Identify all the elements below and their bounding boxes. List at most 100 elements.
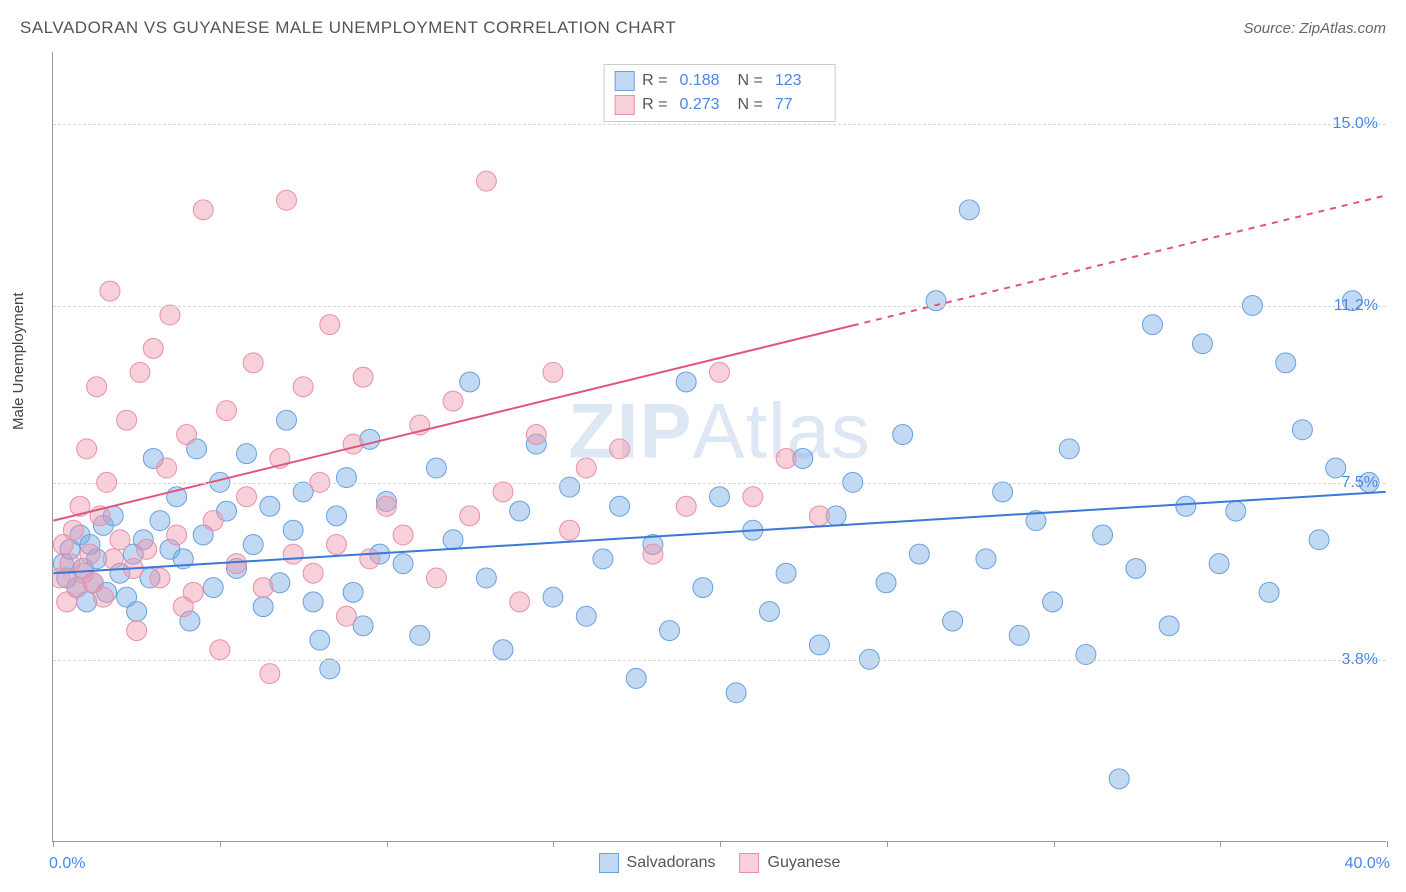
scatter-point bbox=[210, 640, 230, 660]
scatter-point bbox=[759, 601, 779, 621]
scatter-point bbox=[150, 568, 170, 588]
scatter-point bbox=[460, 506, 480, 526]
scatter-point bbox=[443, 530, 463, 550]
scatter-point bbox=[510, 501, 530, 521]
scatter-point bbox=[543, 587, 563, 607]
scatter-point bbox=[926, 291, 946, 311]
x-axis-max-label: 40.0% bbox=[1345, 855, 1390, 873]
scatter-point bbox=[1093, 525, 1113, 545]
scatter-point bbox=[560, 520, 580, 540]
scatter-point bbox=[167, 525, 187, 545]
scatter-point bbox=[1076, 645, 1096, 665]
plot-area: ZIPAtlas R = 0.188 N = 123 R = 0.273 N =… bbox=[52, 52, 1386, 842]
x-axis-min-label: 0.0% bbox=[49, 855, 85, 873]
scatter-point bbox=[376, 496, 396, 516]
scatter-point bbox=[959, 200, 979, 220]
chart-title: SALVADORAN VS GUYANESE MALE UNEMPLOYMENT… bbox=[20, 18, 676, 38]
scatter-point bbox=[336, 606, 356, 626]
scatter-point bbox=[1109, 769, 1129, 789]
n-value-1: 123 bbox=[775, 72, 825, 90]
scatter-point bbox=[326, 506, 346, 526]
scatter-point bbox=[809, 506, 829, 526]
gridline bbox=[53, 124, 1386, 125]
scatter-point bbox=[283, 544, 303, 564]
scatter-point bbox=[660, 621, 680, 641]
scatter-point bbox=[676, 496, 696, 516]
scatter-point bbox=[326, 535, 346, 555]
legend-bottom-swatch-salvadorans bbox=[599, 853, 619, 873]
scatter-point bbox=[1276, 353, 1296, 373]
gridline bbox=[53, 660, 1386, 661]
scatter-point bbox=[127, 621, 147, 641]
scatter-point bbox=[710, 487, 730, 507]
scatter-point bbox=[157, 458, 177, 478]
scatter-point bbox=[130, 362, 150, 382]
scatter-point bbox=[310, 630, 330, 650]
scatter-point bbox=[543, 362, 563, 382]
chart-container: SALVADORAN VS GUYANESE MALE UNEMPLOYMENT… bbox=[0, 0, 1406, 892]
scatter-point bbox=[193, 200, 213, 220]
r-value-2: 0.273 bbox=[680, 96, 730, 114]
scatter-point bbox=[943, 611, 963, 631]
legend-bottom-swatch-guyanese bbox=[740, 853, 760, 873]
y-tick-label: 3.8% bbox=[1342, 651, 1378, 669]
scatter-point bbox=[303, 563, 323, 583]
scatter-point bbox=[1043, 592, 1063, 612]
scatter-point bbox=[776, 563, 796, 583]
scatter-point bbox=[909, 544, 929, 564]
legend-swatch-salvadorans bbox=[614, 71, 634, 91]
legend-swatch-guyanese bbox=[614, 95, 634, 115]
scatter-point bbox=[476, 171, 496, 191]
scatter-point bbox=[693, 578, 713, 598]
scatter-point bbox=[203, 511, 223, 531]
scatter-point bbox=[260, 664, 280, 684]
legend-bottom-item-salvadorans: Salvadorans bbox=[599, 853, 716, 873]
scatter-point bbox=[476, 568, 496, 588]
scatter-point bbox=[1192, 334, 1212, 354]
scatter-point bbox=[320, 315, 340, 335]
scatter-point bbox=[137, 539, 157, 559]
scatter-point bbox=[893, 425, 913, 445]
y-tick-label: 7.5% bbox=[1342, 474, 1378, 492]
scatter-point bbox=[277, 410, 297, 430]
scatter-point bbox=[177, 425, 197, 445]
x-tick bbox=[1054, 841, 1055, 847]
x-tick bbox=[720, 841, 721, 847]
scatter-point bbox=[87, 377, 107, 397]
scatter-point bbox=[443, 391, 463, 411]
scatter-point bbox=[103, 549, 123, 569]
scatter-point bbox=[143, 338, 163, 358]
scatter-point bbox=[876, 573, 896, 593]
scatter-point bbox=[303, 592, 323, 612]
scatter-point bbox=[610, 496, 630, 516]
scatter-point bbox=[1292, 420, 1312, 440]
y-tick-label: 15.0% bbox=[1333, 115, 1378, 133]
scatter-point bbox=[1209, 554, 1229, 574]
legend-bottom-label-salvadorans: Salvadorans bbox=[627, 854, 716, 872]
scatter-point bbox=[726, 683, 746, 703]
scatter-point bbox=[93, 587, 113, 607]
scatter-point bbox=[127, 601, 147, 621]
x-tick bbox=[1220, 841, 1221, 847]
scatter-point bbox=[576, 458, 596, 478]
scatter-point bbox=[426, 568, 446, 588]
scatter-point bbox=[576, 606, 596, 626]
scatter-point bbox=[743, 487, 763, 507]
scatter-point bbox=[160, 305, 180, 325]
scatter-point bbox=[493, 640, 513, 660]
legend-top-row-2: R = 0.273 N = 77 bbox=[614, 93, 825, 117]
gridline bbox=[53, 306, 1386, 307]
scatter-point bbox=[676, 372, 696, 392]
x-tick bbox=[53, 841, 54, 847]
y-axis-label: Male Unemployment bbox=[10, 292, 27, 430]
scatter-point bbox=[63, 520, 83, 540]
scatter-point bbox=[1159, 616, 1179, 636]
scatter-point bbox=[343, 582, 363, 602]
x-tick bbox=[887, 841, 888, 847]
r-value-1: 0.188 bbox=[680, 72, 730, 90]
scatter-point bbox=[493, 482, 513, 502]
scatter-point bbox=[410, 625, 430, 645]
scatter-point bbox=[227, 554, 247, 574]
scatter-point bbox=[277, 190, 297, 210]
scatter-point bbox=[203, 578, 223, 598]
